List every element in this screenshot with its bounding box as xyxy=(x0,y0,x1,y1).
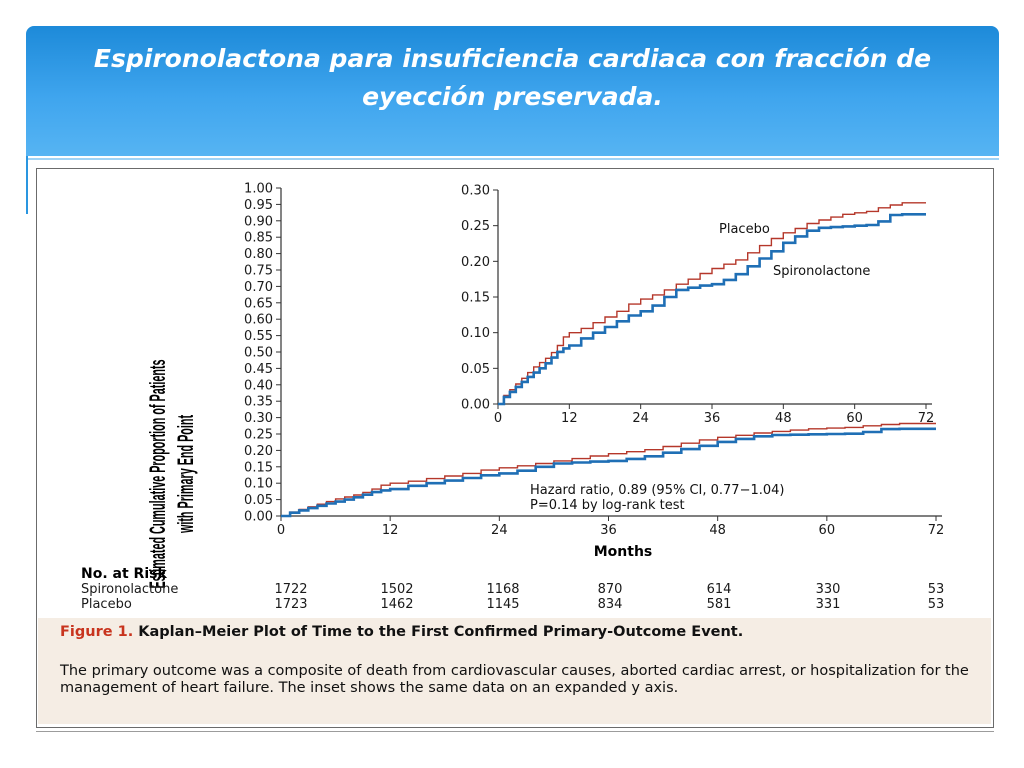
main-y-tick-label: 0.70 xyxy=(244,280,273,295)
inset-x-tick-label: 36 xyxy=(704,411,721,426)
kaplan-meier-chart: 0.000.050.100.150.200.250.300.350.400.45… xyxy=(145,181,946,589)
risk-cell: 834 xyxy=(598,597,623,612)
slide-title: Espironolactona para insuficiencia cardi… xyxy=(93,44,932,111)
risk-cell: 53 xyxy=(928,597,945,612)
main-series-spironolactone xyxy=(281,427,936,518)
p-value-annotation: P=0.14 by log-rank test xyxy=(530,498,685,513)
main-y-tick-label: 0.05 xyxy=(244,493,273,508)
inset-y-tick-label: 0.20 xyxy=(461,255,490,270)
title-banner: Espironolactona para insuficiencia cardi… xyxy=(26,26,999,214)
risk-cell: 1723 xyxy=(274,597,307,612)
inset-axes xyxy=(497,190,932,405)
title-accent-bar xyxy=(26,156,28,214)
inset-x-tick-label: 24 xyxy=(632,411,649,426)
main-x-tick-label: 12 xyxy=(382,523,399,538)
main-y-tick-label: 0.80 xyxy=(244,247,273,262)
inset-x-tick-label: 0 xyxy=(494,411,502,426)
main-y-tick-label: 0.90 xyxy=(244,214,273,229)
risk-cell: 614 xyxy=(707,582,732,597)
main-y-tick-label: 0.20 xyxy=(244,444,273,459)
inset-x-tick-label: 72 xyxy=(918,411,935,426)
inset-y-tick-label: 0.30 xyxy=(461,184,490,199)
inset-x-tick-label: 60 xyxy=(846,411,863,426)
main-x-tick-label: 36 xyxy=(600,523,617,538)
risk-cell: 1502 xyxy=(380,582,413,597)
risk-cell: 1145 xyxy=(486,597,519,612)
y-axis-label-line1: Estimated Cumulative Proportion of Patie… xyxy=(145,359,170,588)
main-x-tick-label: 48 xyxy=(709,523,726,538)
caption-heading: Figure 1. Kaplan–Meier Plot of Time to t… xyxy=(60,624,970,641)
inset-x-tick-label: 48 xyxy=(775,411,792,426)
risk-table-rows: Spironolactone 1722 1502 1168 870 614 330 53 Pla… xyxy=(81,582,944,612)
main-y-tick-label: 0.55 xyxy=(244,329,273,344)
main-y-tick-label: 0.00 xyxy=(244,510,273,525)
main-x-ticks: 0 12 24 36 48 60 72 xyxy=(277,516,944,538)
inset-x-ticks: 0 12 24 36 48 60 72 xyxy=(494,404,934,426)
caption-title: Kaplan–Meier Plot of Time to the First C… xyxy=(138,624,744,640)
risk-cell: 1168 xyxy=(486,582,519,597)
main-y-tick-label: 0.60 xyxy=(244,313,273,328)
inset-y-tick-label: 0.00 xyxy=(461,398,490,413)
figure-bottom-line xyxy=(36,731,994,732)
x-axis-label: Months xyxy=(594,544,653,560)
main-series xyxy=(281,422,936,518)
inset-label-spironolactone: Spironolactone xyxy=(773,264,870,279)
risk-cell: 1462 xyxy=(380,597,413,612)
risk-cell: 870 xyxy=(598,582,623,597)
inset-y-tick-label: 0.15 xyxy=(461,291,490,306)
main-y-tick-label: 0.15 xyxy=(244,460,273,475)
main-y-tick-label: 0.85 xyxy=(244,231,273,246)
caption-body: The primary outcome was a composite of d… xyxy=(60,663,969,696)
inset-y-tick-label: 0.25 xyxy=(461,219,490,234)
main-y-tick-label: 0.25 xyxy=(244,428,273,443)
title-divider xyxy=(26,158,999,160)
inset-series xyxy=(498,202,926,406)
main-x-tick-label: 0 xyxy=(277,523,285,538)
figure-label: Figure 1. xyxy=(60,624,134,640)
main-y-tick-label: 0.75 xyxy=(244,264,273,279)
main-y-tick-label: 0.50 xyxy=(244,346,273,361)
risk-row-label: Spironolactone xyxy=(81,582,178,597)
main-y-tick-label: 0.65 xyxy=(244,296,273,311)
figure-caption: Figure 1. Kaplan–Meier Plot of Time to t… xyxy=(38,618,991,724)
main-y-tick-label: 0.45 xyxy=(244,362,273,377)
inset-y-tick-label: 0.05 xyxy=(461,362,490,377)
risk-table: No. at Risk Spironolactone 1722 1502 1168 87… xyxy=(81,566,944,612)
main-y-tick-label: 1.00 xyxy=(244,182,273,197)
inset-background xyxy=(492,181,946,413)
inset-y-ticks: 0.00 0.05 0.10 0.15 0.20 0.25 0.30 xyxy=(461,184,498,413)
inset-label-placebo: Placebo xyxy=(719,222,770,237)
main-y-tick-label: 0.10 xyxy=(244,477,273,492)
inset-series-spironolactone xyxy=(498,213,926,406)
main-x-tick-label: 72 xyxy=(928,523,945,538)
main-axes xyxy=(280,188,942,517)
risk-cell: 53 xyxy=(928,582,945,597)
risk-cell: 330 xyxy=(816,582,841,597)
hazard-ratio-annotation: Hazard ratio, 0.89 (95% CI, 0.77−1.04) xyxy=(530,483,784,498)
inset-y-tick-label: 0.10 xyxy=(461,326,490,341)
y-axis-label-line2: with Primary End Point xyxy=(173,415,198,534)
risk-row-label: Placebo xyxy=(81,597,132,612)
main-x-tick-label: 60 xyxy=(819,523,836,538)
main-y-tick-label: 0.35 xyxy=(244,395,273,410)
main-x-tick-label: 24 xyxy=(491,523,508,538)
risk-table-heading: No. at Risk xyxy=(81,566,167,582)
risk-cell: 1722 xyxy=(274,582,307,597)
inset-x-tick-label: 12 xyxy=(561,411,578,426)
main-y-ticks: 0.00 0.050.10 0.150.200.25 0.300.35 0.400.45… xyxy=(244,182,281,525)
risk-cell: 331 xyxy=(816,597,841,612)
main-y-tick-label: 0.95 xyxy=(244,198,273,213)
main-y-tick-label: 0.30 xyxy=(244,411,273,426)
risk-cell: 581 xyxy=(707,597,732,612)
main-y-tick-label: 0.40 xyxy=(244,378,273,393)
